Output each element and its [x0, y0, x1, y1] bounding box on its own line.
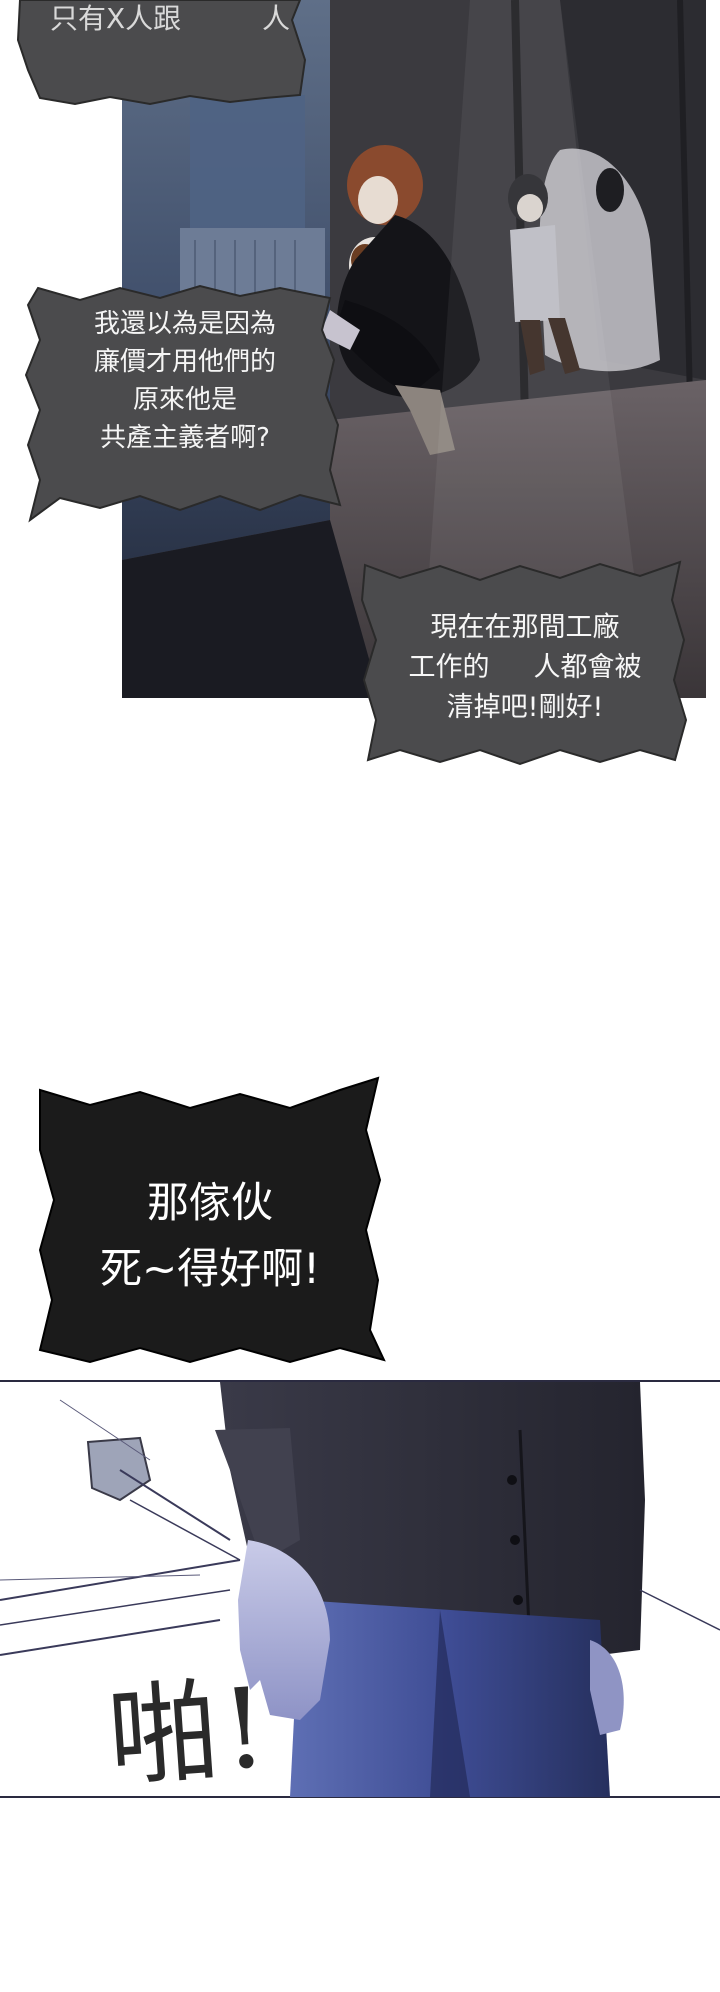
- speech-line: 死~得好啊!: [99, 1244, 321, 1293]
- speech-text-right: 現在在那間工廠 工作的 人都會被 清掉吧!剛好!: [380, 608, 670, 728]
- speech-line: 只有X人跟: [50, 2, 182, 35]
- panel-punch: [0, 1380, 720, 1798]
- speech-line: 清掉吧!剛好!: [446, 692, 604, 723]
- speech-line: 那傢伙: [146, 1178, 273, 1227]
- speech-line: 我還以為是因為: [93, 309, 276, 339]
- speech-text-black: 那傢伙 死~得好啊!: [60, 1170, 360, 1302]
- speech-fragment: 人都會被: [533, 652, 642, 683]
- speech-line: 人: [262, 2, 291, 35]
- speech-bubble-left: [24, 284, 342, 523]
- speech-line: 原來他是: [132, 385, 237, 415]
- speech-text-top-end: 人: [262, 4, 290, 34]
- speech-line: 共產主義者啊?: [100, 423, 270, 453]
- speech-text-left: 我還以為是因為 廉價才用他們的 原來他是 共產主義者啊?: [60, 305, 310, 457]
- speech-bubble-top: [16, 0, 307, 106]
- speech-bubble-black: [38, 1076, 386, 1364]
- speech-bubble-right: [360, 560, 688, 766]
- speech-line: 工作的 人都會被: [380, 648, 670, 688]
- speech-line: 現在在那間工廠: [430, 612, 620, 643]
- speech-text-top: 只有X人跟: [50, 4, 310, 34]
- speech-line: 廉價才用他們的: [93, 347, 276, 377]
- sound-effect-text: 啪!: [103, 1663, 275, 1803]
- speech-fragment: 工作的: [408, 652, 490, 683]
